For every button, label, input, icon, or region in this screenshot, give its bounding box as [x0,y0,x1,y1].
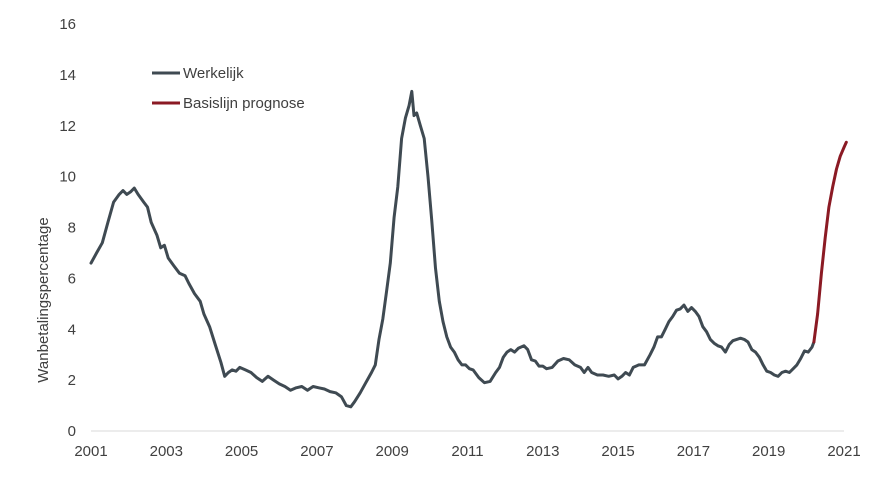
x-tick-label: 2009 [376,443,409,460]
y-tick-label: 4 [68,321,76,338]
x-tick-labels: 2001 2003 2005 2007 2009 2011 2013 2015 2017 2019… [74,443,860,460]
y-tick-label: 12 [59,118,76,135]
y-tick-label: 0 [68,423,76,440]
x-tick-label: 2013 [526,443,559,460]
x-tick-label: 2019 [752,443,785,460]
x-tick-label: 2007 [300,443,333,460]
y-tick-label: 2 [68,372,76,389]
x-tick-label: 2003 [150,443,183,460]
series-line-werkelijk [89,89,816,409]
x-tick-label: 2021 [827,443,860,460]
series-line-basislijn-prognose [812,140,848,344]
y-tick-label: 14 [59,67,76,84]
x-tick-label: 2017 [677,443,710,460]
x-tick-label: 2001 [74,443,107,460]
x-tick-label: 2011 [451,443,483,460]
legend-label: Werkelijk [183,65,244,82]
y-tick-label: 8 [68,220,76,237]
y-tick-label: 16 [59,16,76,33]
series-lines [89,89,848,409]
x-tick-label: 2015 [601,443,634,460]
y-axis-title-group: Wanbetalingspercentage [35,217,52,382]
y-axis-title: Wanbetalingspercentage [35,217,52,382]
x-tick-label: 2005 [225,443,258,460]
y-tick-label: 6 [68,270,76,287]
y-tick-label: 10 [59,169,76,186]
legend-label: Basislijn prognose [183,95,305,112]
y-tick-labels: 0 2 4 6 8 10 12 14 16 [59,16,76,440]
legend: Werkelijk Basislijn prognose [152,65,305,112]
